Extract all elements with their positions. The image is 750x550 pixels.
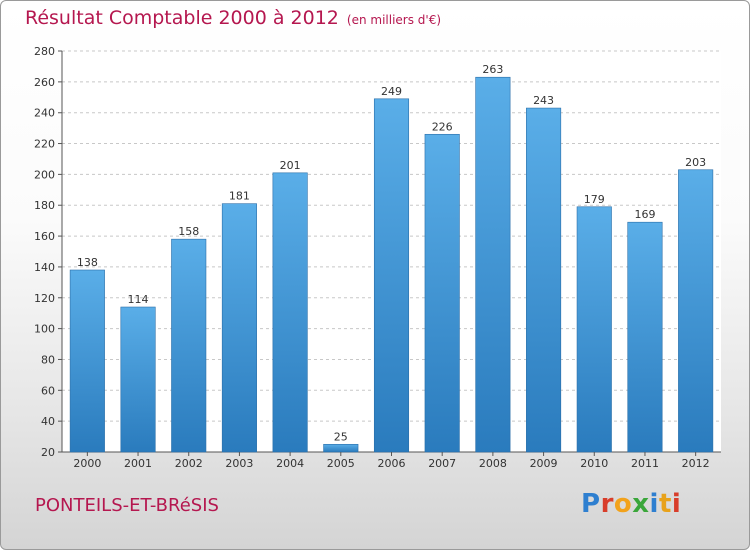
chart-title-text: Résultat Comptable 2000 à 2012 — [25, 7, 339, 29]
bar-2004 — [272, 172, 308, 453]
bar-2012 — [678, 169, 714, 453]
x-tick-label-2000: 2000 — [73, 457, 101, 470]
data-label-2004: 201 — [280, 159, 301, 172]
y-tick-label: 200 — [34, 168, 55, 181]
x-tick-label-2005: 2005 — [327, 457, 355, 470]
x-tick-label-2012: 2012 — [682, 457, 710, 470]
x-tick-label-2010: 2010 — [580, 457, 608, 470]
x-tick-label-2011: 2011 — [631, 457, 659, 470]
y-tick-label: 240 — [34, 107, 55, 120]
bar-2011 — [627, 221, 663, 453]
logo-letter: o — [613, 489, 633, 519]
data-label-2010: 179 — [584, 193, 605, 206]
data-label-2011: 169 — [634, 208, 655, 221]
x-tick-label-2009: 2009 — [530, 457, 558, 470]
bar-2007 — [424, 133, 460, 453]
logo-letter: x — [632, 489, 650, 519]
data-label-2001: 114 — [128, 293, 149, 306]
y-tick-label: 20 — [41, 446, 55, 459]
data-label-2003: 181 — [229, 190, 250, 203]
y-tick-label: 180 — [34, 199, 55, 212]
y-tick-label: 260 — [34, 76, 55, 89]
bar-2008 — [475, 76, 511, 453]
data-label-2008: 263 — [482, 63, 503, 76]
data-label-2007: 226 — [432, 120, 453, 133]
y-tick-label: 100 — [34, 323, 55, 336]
x-tick-label-2007: 2007 — [428, 457, 456, 470]
data-label-2002: 158 — [178, 225, 199, 238]
bar-2009 — [526, 107, 562, 453]
x-tick-label-2002: 2002 — [175, 457, 203, 470]
bar-2001 — [120, 306, 156, 453]
y-tick-label: 60 — [41, 384, 55, 397]
x-tick-label-2006: 2006 — [378, 457, 406, 470]
y-tick-label: 80 — [41, 353, 55, 366]
data-label-2005: 25 — [334, 430, 348, 443]
bar-2003 — [221, 203, 257, 453]
bar-2006 — [373, 98, 410, 453]
y-tick-label: 280 — [34, 45, 55, 58]
data-label-2006: 249 — [381, 85, 402, 98]
data-label-2012: 203 — [685, 156, 706, 169]
logo-letter: r — [600, 489, 614, 519]
commune-name: PONTEILS-ET-BRéSIS — [35, 495, 219, 516]
bar-2010 — [576, 206, 612, 453]
x-tick-label-2001: 2001 — [124, 457, 152, 470]
x-tick-label-2008: 2008 — [479, 457, 507, 470]
y-tick-label: 40 — [41, 415, 55, 428]
chart-subtitle: (en milliers d'€) — [346, 13, 442, 27]
proxiti-logo: Proxiti — [581, 489, 681, 519]
y-tick-label: 220 — [34, 138, 55, 151]
bar-2000 — [69, 269, 105, 453]
y-tick-label: 160 — [34, 230, 55, 243]
y-tick-label: 140 — [34, 261, 55, 274]
logo-letter: P — [581, 489, 601, 519]
y-tick-label: 120 — [34, 292, 55, 305]
x-tick-label-2003: 2003 — [225, 457, 253, 470]
logo-letter: i — [671, 489, 682, 519]
logo-letter: t — [658, 489, 672, 519]
chart-title: Résultat Comptable 2000 à 2012 (en millie… — [25, 7, 441, 29]
logo-letter: i — [649, 489, 659, 519]
x-tick-label-2004: 2004 — [276, 457, 304, 470]
data-label-2000: 138 — [77, 256, 98, 269]
bar-2002 — [171, 238, 207, 453]
bar-2005 — [323, 443, 359, 453]
data-label-2009: 243 — [533, 94, 554, 107]
